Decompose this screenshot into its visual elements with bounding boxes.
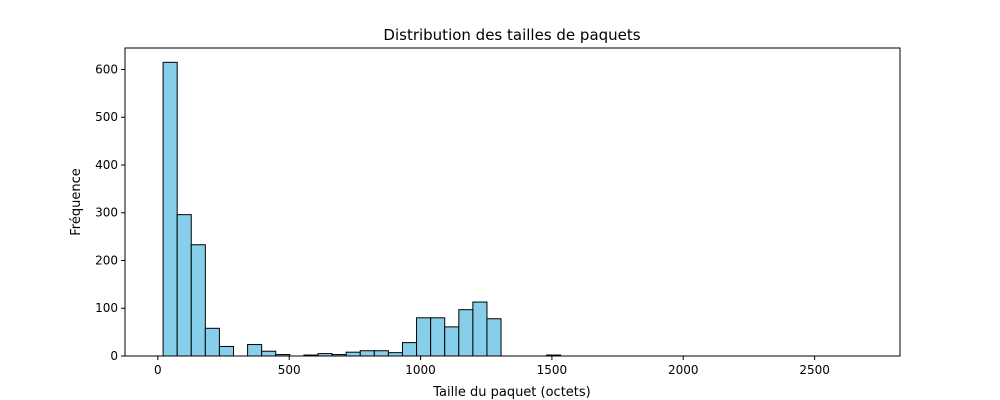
bars-group	[162, 61, 562, 357]
histogram-bar-1	[176, 214, 192, 357]
histogram-bar-14	[359, 350, 375, 357]
y-tick-label: 400	[95, 158, 118, 172]
y-axis-label: Fréquence	[69, 168, 84, 235]
histogram-bar-22	[472, 301, 488, 357]
histogram-bar-4	[218, 345, 234, 357]
histogram-bar-13	[345, 351, 361, 357]
y-tick-label: 300	[95, 206, 118, 220]
y-axis-ticks: 0 100 200 300 400 500 600	[95, 62, 125, 363]
chart-title: Distribution des tailles de paquets	[383, 26, 640, 44]
histogram-bar-17	[401, 342, 418, 357]
x-tick-label: 0	[154, 363, 162, 377]
x-tick-label: 1000	[405, 363, 436, 377]
x-tick-label: 1500	[537, 363, 568, 377]
histogram-bar-15	[373, 350, 389, 357]
x-axis-ticks: 0 500 1000 1500 2000 2500	[154, 356, 830, 377]
histogram-bar-0	[162, 61, 178, 357]
histogram-bar-7	[261, 350, 277, 357]
y-tick-label: 0	[110, 349, 118, 363]
histogram-bar-21	[458, 309, 474, 357]
x-axis-label: Taille du paquet (octets)	[432, 385, 591, 400]
y-tick-label: 100	[95, 301, 118, 315]
histogram-bar-2	[190, 244, 206, 357]
plot-frame	[124, 47, 901, 357]
histogram-bar-6	[247, 344, 263, 357]
y-tick-label: 200	[95, 253, 118, 267]
histogram-bar-20	[444, 326, 460, 357]
x-tick-label: 2000	[668, 363, 699, 377]
y-tick-label: 600	[95, 62, 118, 76]
histogram-bar-19	[430, 317, 446, 357]
histogram-bar-23	[486, 318, 502, 357]
histogram-bar-18	[416, 317, 432, 357]
y-tick-label: 500	[95, 110, 118, 124]
histogram-bar-16	[387, 352, 403, 357]
histogram-bar-3	[204, 327, 220, 357]
x-tick-label: 500	[278, 363, 301, 377]
x-tick-label: 2500	[799, 363, 830, 377]
